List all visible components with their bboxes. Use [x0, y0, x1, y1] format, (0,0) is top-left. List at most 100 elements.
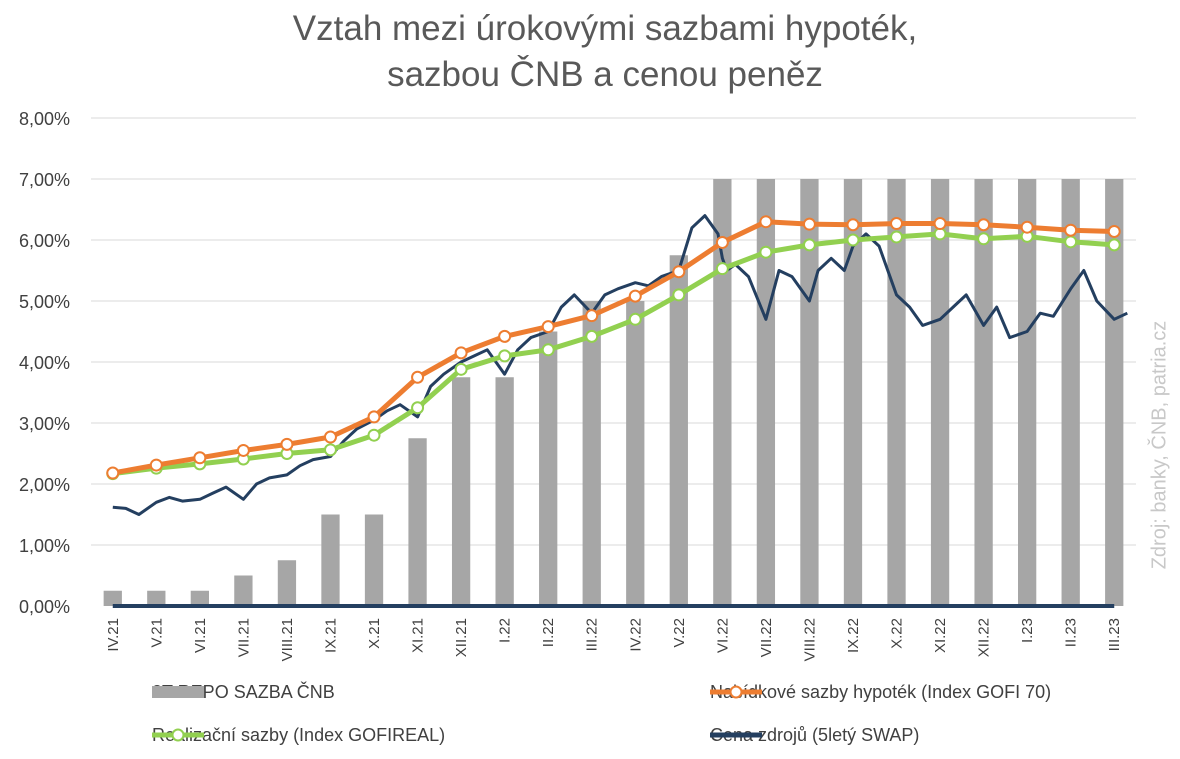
y-tick-label: 4,00%	[19, 353, 70, 373]
legend-item-real: Realizační sazby (Index GOFIREAL)	[152, 725, 445, 746]
y-tick-label: 2,00%	[19, 475, 70, 495]
swap-line	[112, 214, 1128, 516]
offer-marker	[1064, 223, 1078, 237]
x-tick-label: VII.21	[235, 618, 252, 657]
offer-marker	[149, 458, 163, 472]
offer-marker	[1107, 224, 1121, 238]
bar-repo	[843, 179, 863, 606]
x-tick-label: II.23	[1063, 618, 1080, 647]
bar-repo	[190, 590, 209, 606]
bar-repo	[103, 590, 122, 606]
bar-repo	[930, 179, 950, 606]
offer-marker	[323, 430, 337, 444]
legend-item-offer: Nabídkové sazby hypoték (Index GOFI 70)	[710, 682, 1051, 703]
y-tick-label: 8,00%	[19, 109, 70, 129]
legend-item-repo: 2T REPO SAZBA ČNB	[152, 682, 335, 703]
real-marker	[323, 443, 337, 457]
offer-marker	[454, 346, 468, 360]
x-tick-label: IV.22	[627, 618, 644, 652]
offer-marker	[367, 410, 381, 424]
bar-repo	[1061, 179, 1080, 606]
bar-repo	[408, 438, 427, 606]
bar-repo	[364, 514, 384, 606]
legend-label-offer: Nabídkové sazby hypoték (Index GOFI 70)	[710, 682, 1052, 702]
bar-repo	[1105, 179, 1124, 606]
real-marker	[846, 233, 860, 247]
line-series-swap	[112, 214, 1128, 516]
bar-series-repo	[103, 179, 1124, 606]
offer-marker	[106, 466, 120, 480]
bar-repo	[974, 179, 993, 606]
x-axis-ticks: IV.21 V.21 VI.21 VII.21 VIII.21 IX.21 X.21 XI.2…	[105, 618, 1123, 661]
bar-repo	[713, 179, 732, 606]
bar-repo	[495, 377, 514, 606]
y-axis-ticks: 0,00% 1,00% 2,00% 3,00% 4,00% 5,00% 6,00% 7,00%…	[19, 109, 70, 617]
offer-marker	[802, 217, 816, 231]
x-tick-label: XII.21	[453, 618, 470, 657]
real-marker	[1064, 235, 1078, 249]
x-tick-label: III.22	[584, 618, 601, 651]
source-note: Zdroj: banky, ČNB, patria.cz	[1148, 320, 1171, 570]
legend-line-marker-swatch	[710, 685, 762, 699]
offer-marker	[977, 218, 991, 232]
y-tick-label: 0,00%	[19, 597, 70, 617]
y-tick-label: 3,00%	[19, 414, 70, 434]
offer-marker	[411, 370, 425, 384]
x-tick-label: XI.21	[410, 618, 427, 653]
bar-repo	[669, 255, 688, 606]
bar-repo	[147, 590, 166, 606]
real-line	[112, 231, 1115, 477]
bar-repo	[277, 560, 297, 606]
bar-repo	[756, 179, 776, 606]
bar-repo	[451, 377, 471, 606]
real-marker	[454, 362, 468, 376]
legend-line-swatch	[710, 732, 762, 738]
x-tick-label: X.21	[366, 618, 383, 649]
real-marker	[367, 428, 381, 442]
x-tick-label: XI.22	[932, 618, 949, 653]
offer-marker	[846, 218, 860, 232]
x-tick-label: V.21	[148, 618, 165, 647]
legend-item-swap: Cena zdrojů (5letý SWAP)	[710, 725, 919, 746]
offer-marker	[541, 320, 555, 334]
offer-marker	[585, 309, 599, 323]
bar-repo	[321, 514, 340, 606]
real-marker	[628, 312, 642, 326]
x-tick-label: III.23	[1106, 618, 1123, 651]
real-marker	[411, 401, 425, 415]
real-marker	[498, 349, 512, 363]
offer-marker	[498, 329, 512, 343]
x-tick-label: VIII.21	[279, 618, 296, 661]
chart-title: Vztah mezi úrokovými sazbami hypoték, sa…	[0, 6, 1180, 98]
bar-repo	[1018, 179, 1037, 606]
bar-repo	[582, 301, 601, 606]
bar-repo	[539, 331, 558, 606]
offer-marker	[715, 235, 729, 249]
x-tick-label: VII.22	[758, 618, 775, 657]
offer-marker	[236, 443, 250, 457]
x-tick-label: VI.21	[192, 618, 209, 653]
x-tick-label: IV.21	[105, 618, 122, 652]
y-tick-label: 1,00%	[19, 536, 70, 556]
real-marker	[802, 238, 816, 252]
offer-marker	[280, 437, 294, 451]
x-tick-label: XII.22	[976, 618, 993, 657]
x-tick-label: VI.22	[714, 618, 731, 653]
legend-label-swap: Cena zdrojů (5letý SWAP)	[710, 725, 920, 745]
x-tick-label: V.22	[671, 618, 688, 647]
real-marker	[759, 245, 773, 259]
x-tick-label: X.22	[889, 618, 906, 649]
x-tick-label: II.22	[540, 618, 557, 647]
real-marker	[977, 232, 991, 246]
x-tick-label: IX.22	[845, 618, 862, 653]
legend-label-real: Realizační sazby (Index GOFIREAL)	[152, 725, 446, 745]
x-tick-label: I.23	[1019, 618, 1036, 643]
real-marker	[1107, 238, 1121, 252]
offer-marker	[628, 289, 642, 303]
offer-marker	[890, 217, 904, 231]
offer-marker	[1020, 220, 1034, 234]
y-tick-label: 5,00%	[19, 292, 70, 312]
offer-line	[112, 219, 1115, 476]
offer-marker	[759, 215, 773, 229]
